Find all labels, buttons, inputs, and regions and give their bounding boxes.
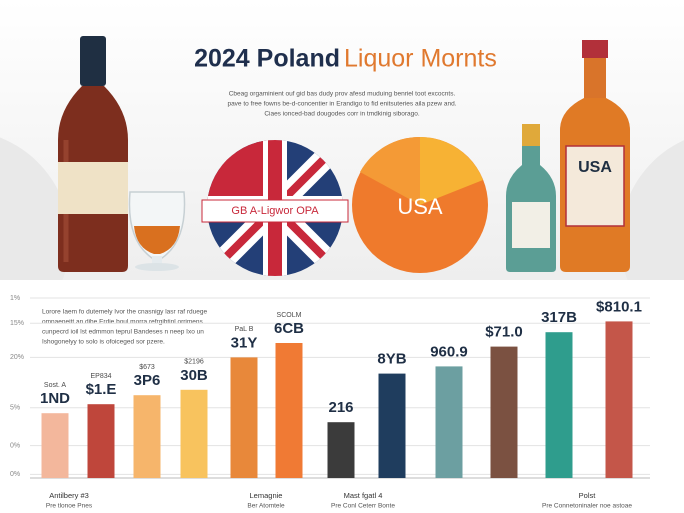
value-sublabel: SCOLM <box>277 312 302 319</box>
bar <box>435 366 463 478</box>
bottle-illustration <box>58 36 128 272</box>
title: 2024 Poland <box>194 45 340 73</box>
x-tick-label: Antilbery #3 <box>49 491 89 500</box>
subtitle: Cbeag orgaminient ouf gid bas dudy prov … <box>229 91 456 98</box>
value-sublabel: PaL B <box>235 326 254 333</box>
bar <box>605 321 633 478</box>
x-tick-label: Lemagnie <box>250 491 283 500</box>
y-tick-label: 1% <box>10 295 20 302</box>
bar <box>180 389 208 478</box>
y-tick-label: 0% <box>10 471 20 478</box>
glass-illustration <box>128 191 186 271</box>
y-tick-label: 15% <box>10 320 24 327</box>
x-tick-sublabel: Pre tlonoe Pnes <box>46 503 93 510</box>
circle-label: USA <box>397 194 443 219</box>
value-label: 1ND <box>40 390 70 407</box>
bar <box>133 395 161 478</box>
annotation: omnaeneitt an dihe Erdie boul morra refr… <box>42 319 204 326</box>
value-label: 6CB <box>274 320 304 337</box>
bottle-illustration <box>506 124 556 272</box>
bar <box>41 413 69 478</box>
bottle-illustration <box>560 40 630 272</box>
flag-banner <box>201 199 349 223</box>
bar <box>545 332 573 478</box>
value-sublabel: $673 <box>139 364 155 371</box>
x-tick-sublabel: Ber Atomtele <box>247 503 285 510</box>
bar <box>87 404 115 478</box>
value-sublabel: $2196 <box>184 359 204 366</box>
subtitle: pave to free fowns be-d-concentier in Er… <box>227 101 456 108</box>
bar <box>275 343 303 478</box>
value-label: 216 <box>328 399 353 416</box>
bar <box>327 422 355 478</box>
value-label: 317B <box>541 309 577 326</box>
circle-illustration <box>352 136 488 273</box>
value-label: $810.1 <box>596 298 642 315</box>
value-label: 3P6 <box>134 372 161 389</box>
value-sublabel: EP834 <box>90 373 111 380</box>
x-tick-sublabel: Pre Conl Ceterr Bonte <box>331 503 395 510</box>
y-tick-label: 20% <box>10 354 24 361</box>
bottle-label: USA <box>578 159 612 176</box>
bar <box>230 357 258 478</box>
flag-banner-text: GB A-Ligwor OPA <box>231 205 319 217</box>
x-tick-label: Mast fgatl 4 <box>344 491 383 500</box>
annotation: cunpecrd ioil lst edmmon teprul Bandeses… <box>42 329 204 336</box>
x-tick-label: Polst <box>579 491 597 500</box>
bar <box>490 346 518 478</box>
value-label: $1.E <box>86 381 117 398</box>
value-label: 30B <box>180 367 208 384</box>
y-tick-label: 5% <box>10 405 20 412</box>
value-label: 8YB <box>377 351 406 368</box>
annotation: Lorore Iaem fo dutemely Ivor the cnasnig… <box>42 309 207 316</box>
value-label: 31Y <box>231 334 258 351</box>
value-label: $71.0 <box>485 324 523 341</box>
annotation: Ishogonelyy to solo is ofoiceged sor pze… <box>42 339 165 346</box>
title: Liquor Mornts <box>344 45 497 73</box>
y-tick-label: 0% <box>10 442 20 449</box>
value-sublabel: Sost. A <box>44 382 67 389</box>
x-tick-sublabel: Pre Connetoninaler noe astoae <box>542 503 632 510</box>
value-label: 960.9 <box>430 343 468 360</box>
bar <box>378 373 406 478</box>
subtitle: Ciaes ionced-bad dougodes corr in tmdkin… <box>264 111 420 118</box>
